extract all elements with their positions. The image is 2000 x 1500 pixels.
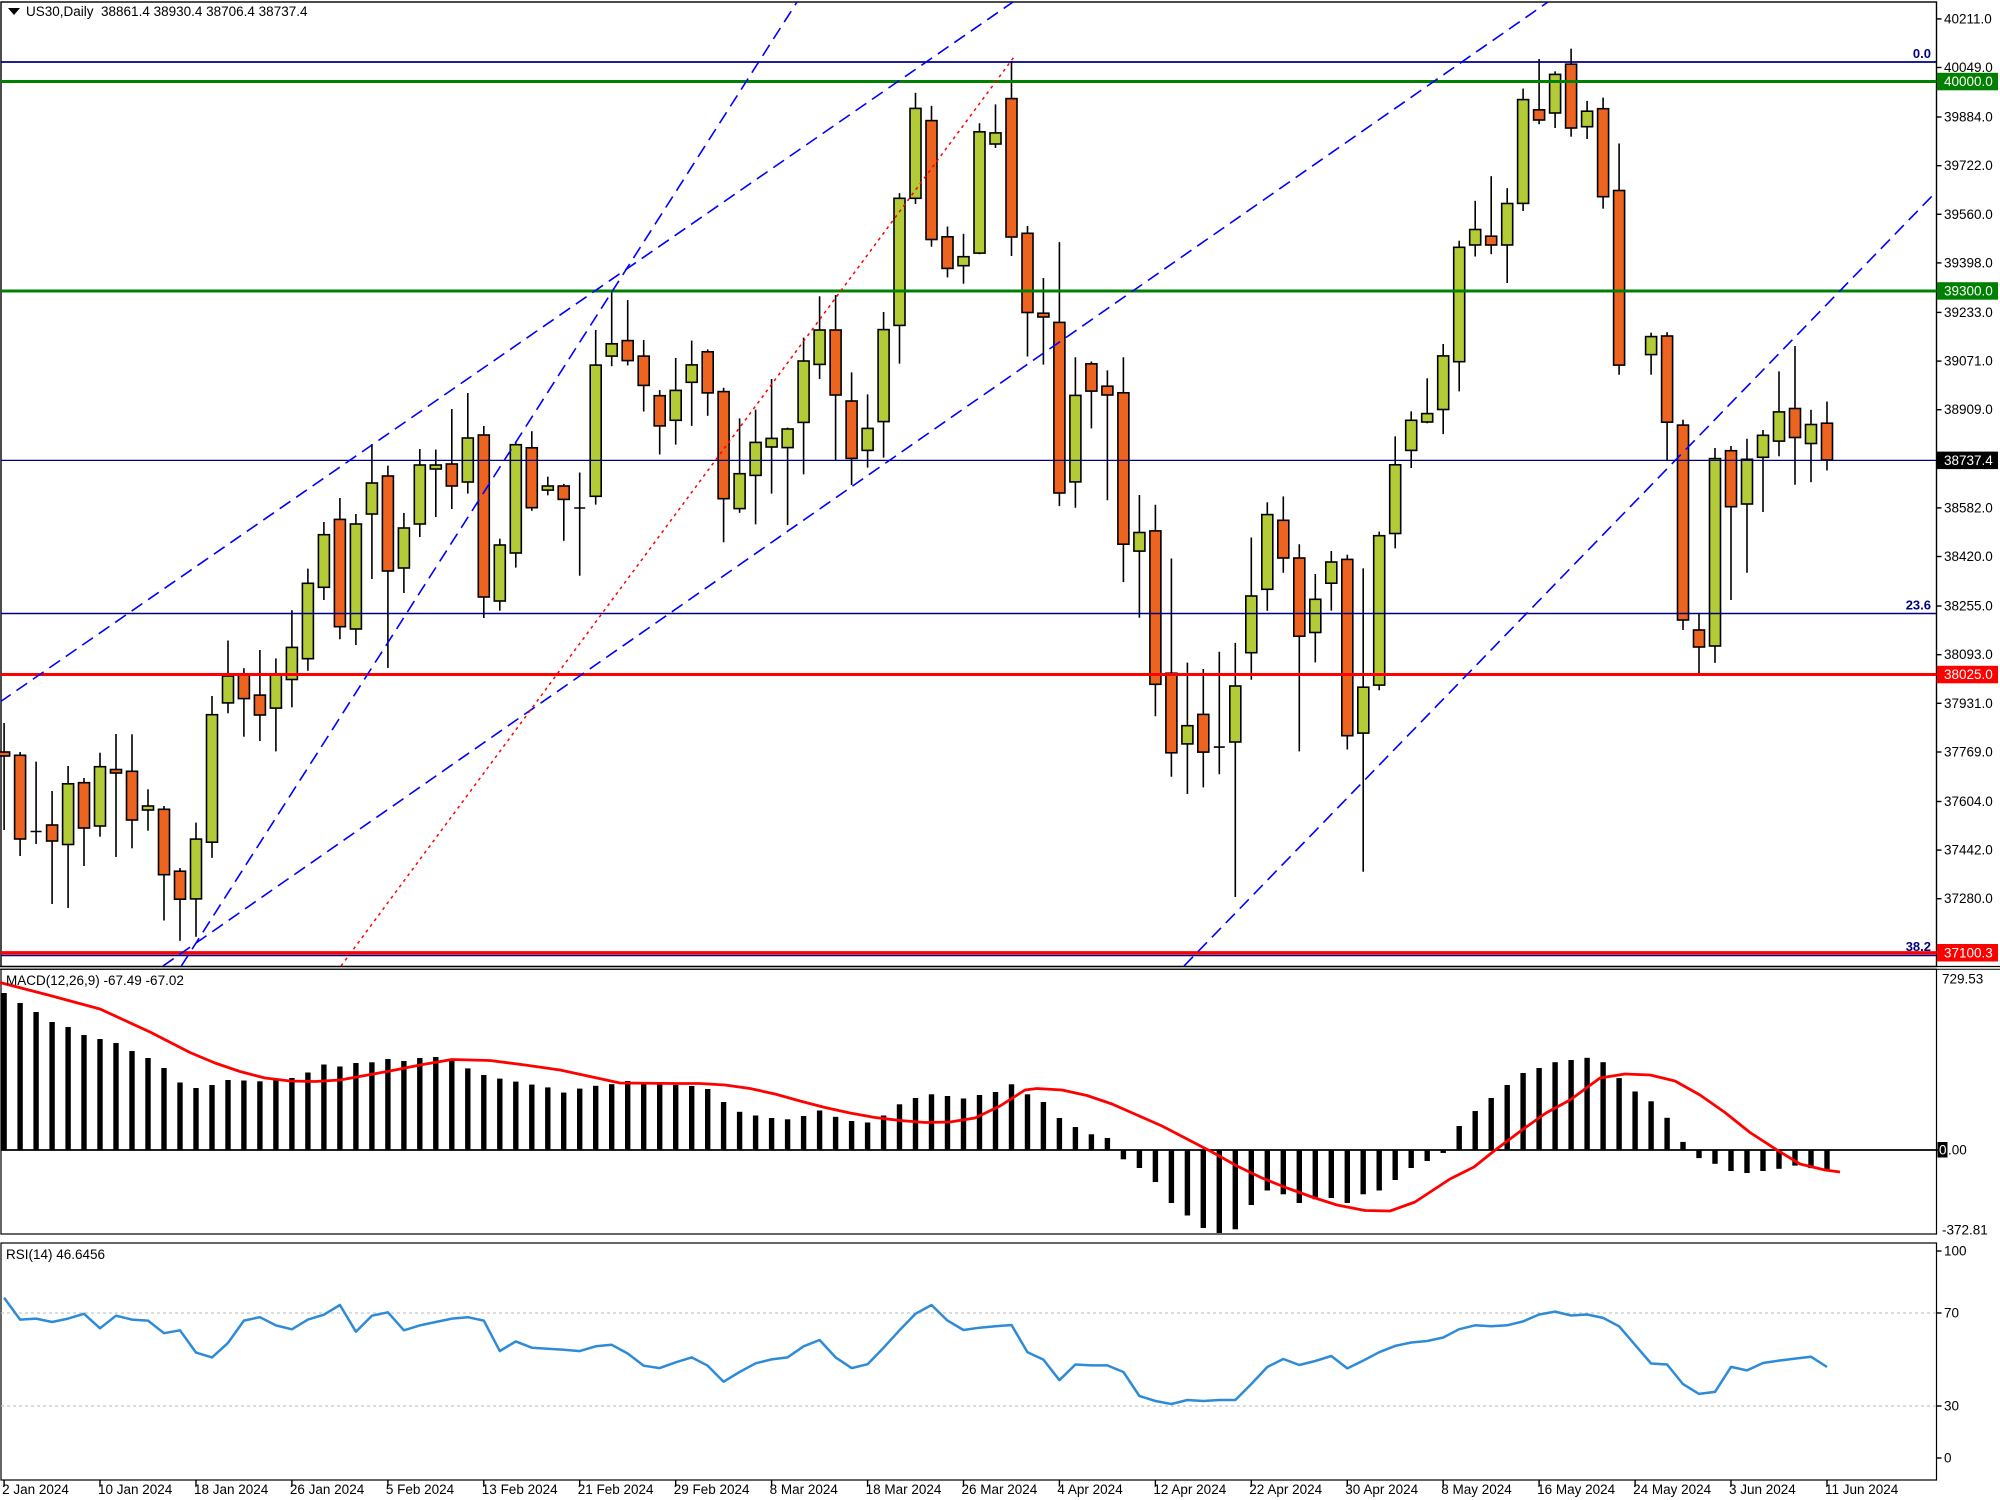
svg-text:39722.0: 39722.0	[1944, 158, 1993, 173]
svg-text:21 Feb 2024: 21 Feb 2024	[578, 1482, 654, 1497]
svg-text:100: 100	[1944, 1244, 1967, 1259]
svg-text:40000.0: 40000.0	[1944, 74, 1993, 89]
svg-text:18 Mar 2024: 18 Mar 2024	[866, 1482, 942, 1497]
svg-text:.00: .00	[1948, 1143, 1967, 1158]
svg-text:4 Apr 2024: 4 Apr 2024	[1057, 1482, 1123, 1497]
svg-text:37100.3: 37100.3	[1944, 945, 1993, 960]
svg-text:38582.0: 38582.0	[1944, 500, 1993, 515]
svg-text:38255.0: 38255.0	[1944, 599, 1993, 614]
svg-text:8 May 2024: 8 May 2024	[1441, 1482, 1512, 1497]
svg-text:MACD(12,26,9) -67.49 -67.02: MACD(12,26,9) -67.49 -67.02	[6, 973, 184, 988]
svg-text:26 Jan 2024: 26 Jan 2024	[290, 1482, 365, 1497]
svg-text:0.0: 0.0	[1913, 46, 1931, 61]
svg-text:-372.81: -372.81	[1942, 1223, 1988, 1238]
svg-text:39071.0: 39071.0	[1944, 354, 1993, 369]
svg-text:38737.4: 38737.4	[1944, 453, 1993, 468]
svg-text:16 May 2024: 16 May 2024	[1537, 1482, 1616, 1497]
svg-text:29 Feb 2024: 29 Feb 2024	[674, 1482, 750, 1497]
svg-text:38025.0: 38025.0	[1944, 667, 1993, 682]
svg-text:39560.0: 39560.0	[1944, 207, 1993, 222]
svg-text:39398.0: 39398.0	[1944, 255, 1993, 270]
svg-text:37931.0: 37931.0	[1944, 696, 1993, 711]
svg-text:38093.0: 38093.0	[1944, 647, 1993, 662]
svg-text:12 Apr 2024: 12 Apr 2024	[1153, 1482, 1226, 1497]
svg-text:11 Jun 2024: 11 Jun 2024	[1825, 1482, 1899, 1497]
svg-text:26 Mar 2024: 26 Mar 2024	[962, 1482, 1038, 1497]
svg-text:37769.0: 37769.0	[1944, 745, 1993, 760]
svg-text:3 Jun 2024: 3 Jun 2024	[1729, 1482, 1796, 1497]
svg-text:39233.0: 39233.0	[1944, 305, 1993, 320]
svg-text:30 Apr 2024: 30 Apr 2024	[1345, 1482, 1418, 1497]
svg-text:729.53: 729.53	[1942, 972, 1983, 987]
svg-text:37604.0: 37604.0	[1944, 794, 1993, 809]
svg-text:8 Mar 2024: 8 Mar 2024	[770, 1482, 839, 1497]
svg-text:10 Jan 2024: 10 Jan 2024	[98, 1482, 173, 1497]
svg-text:22 Apr 2024: 22 Apr 2024	[1249, 1482, 1322, 1497]
svg-text:30: 30	[1944, 1399, 1959, 1414]
svg-text:0: 0	[1944, 1451, 1952, 1466]
svg-text:38.2: 38.2	[1906, 939, 1931, 954]
svg-text:24 May 2024: 24 May 2024	[1633, 1482, 1712, 1497]
svg-text:39884.0: 39884.0	[1944, 110, 1993, 125]
svg-text:40049.0: 40049.0	[1944, 60, 1993, 75]
svg-text:70: 70	[1944, 1306, 1959, 1321]
svg-text:2 Jan 2024: 2 Jan 2024	[2, 1482, 69, 1497]
svg-text:RSI(14) 46.6456: RSI(14) 46.6456	[6, 1247, 105, 1262]
svg-text:13 Feb 2024: 13 Feb 2024	[482, 1482, 558, 1497]
svg-text:38909.0: 38909.0	[1944, 402, 1993, 417]
svg-text:37442.0: 37442.0	[1944, 843, 1993, 858]
svg-text:40211.0: 40211.0	[1944, 11, 1992, 26]
svg-text:5 Feb 2024: 5 Feb 2024	[386, 1482, 455, 1497]
svg-text:38420.0: 38420.0	[1944, 549, 1993, 564]
svg-text:0: 0	[1939, 1143, 1947, 1158]
svg-text:23.6: 23.6	[1906, 598, 1931, 613]
svg-text:37280.0: 37280.0	[1944, 891, 1993, 906]
svg-text:18 Jan 2024: 18 Jan 2024	[194, 1482, 269, 1497]
svg-text:US30,Daily 38861.4 38930.4 38: US30,Daily 38861.4 38930.4 38706.4 38737…	[26, 4, 308, 19]
svg-text:39300.0: 39300.0	[1944, 284, 1993, 299]
